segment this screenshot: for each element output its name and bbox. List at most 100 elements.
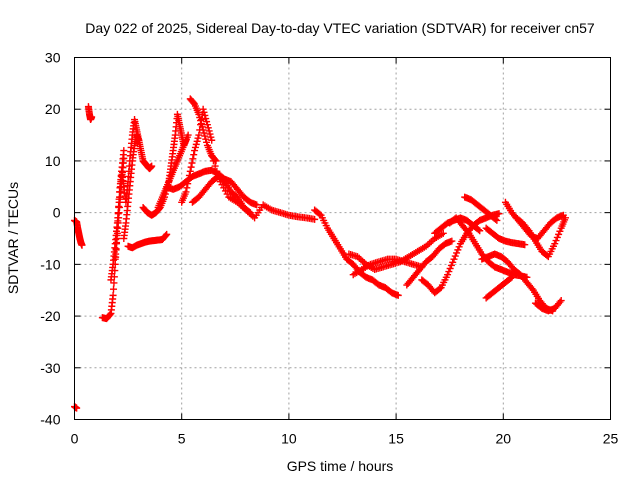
data-series bbox=[431, 214, 484, 237]
data-series bbox=[84, 103, 96, 124]
data-point bbox=[187, 163, 195, 171]
data-point bbox=[186, 167, 194, 175]
data-point bbox=[394, 291, 402, 299]
data-point bbox=[524, 225, 532, 233]
data-point bbox=[200, 129, 208, 137]
data-point bbox=[316, 210, 324, 218]
data-point bbox=[213, 167, 221, 175]
data-point bbox=[476, 227, 484, 235]
data-point bbox=[109, 291, 117, 299]
data-point bbox=[202, 135, 210, 143]
data-point bbox=[197, 120, 205, 128]
data-point bbox=[474, 226, 482, 234]
data-point bbox=[311, 215, 319, 223]
data-point bbox=[451, 252, 459, 260]
data-point bbox=[203, 121, 211, 129]
data-series bbox=[111, 154, 128, 263]
x-tick-label: 0 bbox=[71, 431, 79, 447]
x-tick-label: 5 bbox=[178, 431, 186, 447]
data-point bbox=[552, 237, 560, 245]
data-point bbox=[183, 184, 191, 192]
y-tick-label: -30 bbox=[40, 360, 60, 376]
data-point bbox=[446, 264, 454, 272]
data-point bbox=[184, 180, 192, 188]
data-point bbox=[555, 230, 563, 238]
data-series bbox=[186, 95, 220, 165]
data-point bbox=[507, 274, 515, 282]
data-point bbox=[201, 132, 209, 140]
data-point bbox=[464, 228, 472, 236]
data-series bbox=[208, 152, 319, 223]
data-point bbox=[493, 216, 501, 224]
data-point bbox=[191, 143, 199, 151]
data-point bbox=[162, 231, 170, 239]
data-point bbox=[198, 123, 206, 131]
chart-title: Day 022 of 2025, Sidereal Day-to-day VTE… bbox=[85, 20, 595, 36]
data-point bbox=[195, 110, 203, 118]
data-point bbox=[556, 227, 564, 235]
data-point bbox=[163, 230, 171, 238]
data-point bbox=[449, 258, 457, 266]
data-point bbox=[202, 115, 210, 123]
data-point bbox=[182, 188, 190, 196]
data-point bbox=[450, 255, 458, 263]
data-point bbox=[195, 131, 203, 139]
data-point bbox=[184, 131, 192, 139]
data-point bbox=[495, 210, 503, 218]
data-point bbox=[557, 297, 565, 305]
data-point bbox=[508, 273, 516, 281]
x-tick-label: 20 bbox=[496, 431, 512, 447]
y-tick-label: 0 bbox=[53, 205, 61, 221]
data-point bbox=[120, 154, 128, 162]
data-point bbox=[190, 151, 198, 159]
data-series bbox=[71, 403, 81, 412]
y-tick-label: -20 bbox=[40, 308, 60, 324]
y-tick-labels: -40 -30 -20 -10 0 10 20 30 bbox=[40, 50, 60, 428]
data-point bbox=[455, 243, 463, 251]
data-point bbox=[556, 298, 564, 306]
data-point bbox=[185, 171, 193, 179]
data-point bbox=[453, 249, 461, 257]
data-series bbox=[461, 193, 501, 224]
data-point bbox=[207, 133, 215, 141]
data-point bbox=[192, 140, 200, 148]
data-point bbox=[445, 268, 453, 276]
data-series bbox=[71, 216, 86, 249]
data-point bbox=[553, 233, 561, 241]
data-point bbox=[444, 271, 452, 279]
data-point bbox=[436, 285, 444, 293]
data-point bbox=[209, 157, 217, 165]
data-point bbox=[196, 113, 204, 121]
plot-frame bbox=[74, 57, 611, 420]
grid-lines bbox=[74, 57, 611, 420]
y-tick-label: 20 bbox=[45, 101, 61, 117]
data-point bbox=[439, 229, 447, 237]
y-tick-label: 10 bbox=[45, 153, 61, 169]
data-point bbox=[110, 285, 118, 293]
y-tick-label: -10 bbox=[40, 256, 60, 272]
data-point bbox=[208, 152, 216, 160]
data-point bbox=[454, 246, 462, 254]
data-point bbox=[194, 134, 202, 142]
data-point bbox=[561, 214, 569, 222]
x-tick-label: 25 bbox=[603, 431, 619, 447]
data-point bbox=[492, 215, 500, 223]
data-marks bbox=[71, 95, 569, 412]
data-point bbox=[206, 130, 214, 138]
data-series bbox=[188, 172, 254, 217]
data-point bbox=[185, 176, 193, 184]
data-point bbox=[88, 113, 96, 121]
data-point bbox=[199, 105, 207, 113]
data-point bbox=[106, 311, 114, 319]
y-tick-label: -40 bbox=[40, 412, 60, 428]
data-point bbox=[78, 241, 86, 249]
data-series bbox=[403, 237, 456, 289]
data-point bbox=[204, 124, 212, 132]
data-point bbox=[189, 155, 197, 163]
data-point bbox=[521, 241, 529, 249]
data-point bbox=[193, 137, 201, 145]
y-tick-label: 30 bbox=[45, 50, 61, 66]
data-point bbox=[197, 117, 205, 125]
data-point bbox=[120, 147, 128, 155]
